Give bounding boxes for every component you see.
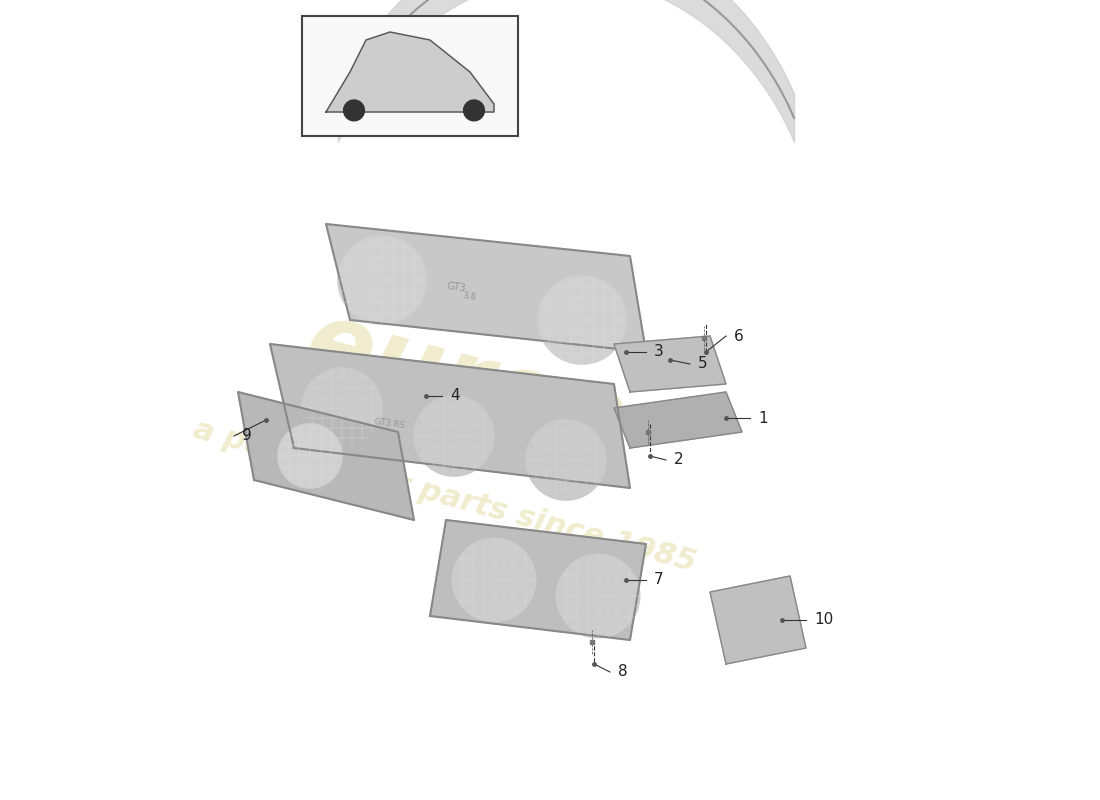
Text: GT3: GT3: [446, 282, 466, 294]
Circle shape: [452, 538, 536, 622]
Polygon shape: [326, 224, 646, 352]
Text: 10: 10: [814, 613, 834, 627]
Text: europ: europ: [294, 294, 637, 474]
Circle shape: [414, 396, 494, 476]
Circle shape: [278, 424, 342, 488]
Polygon shape: [238, 392, 414, 520]
Polygon shape: [614, 392, 742, 448]
Circle shape: [557, 554, 639, 638]
Text: a passion for parts since 1985: a passion for parts since 1985: [190, 414, 700, 578]
Polygon shape: [326, 32, 494, 112]
Text: 3.8: 3.8: [462, 291, 476, 302]
Circle shape: [463, 100, 484, 121]
Polygon shape: [614, 336, 726, 392]
Circle shape: [302, 368, 382, 448]
Polygon shape: [710, 576, 806, 664]
Polygon shape: [430, 520, 646, 640]
Text: 3: 3: [654, 345, 663, 359]
Bar: [302, 16, 518, 136]
Text: 7: 7: [654, 573, 663, 587]
Text: GT3 RS: GT3 RS: [374, 417, 405, 430]
Circle shape: [538, 276, 626, 364]
Text: 8: 8: [618, 665, 628, 679]
Polygon shape: [270, 344, 630, 488]
Text: 4: 4: [450, 389, 460, 403]
Text: 6: 6: [734, 329, 744, 343]
Text: 1: 1: [758, 411, 768, 426]
Text: 2: 2: [674, 453, 683, 467]
Text: 9: 9: [242, 429, 252, 443]
Circle shape: [338, 236, 426, 324]
Circle shape: [343, 100, 364, 121]
Circle shape: [526, 420, 606, 500]
Text: 5: 5: [698, 357, 707, 371]
